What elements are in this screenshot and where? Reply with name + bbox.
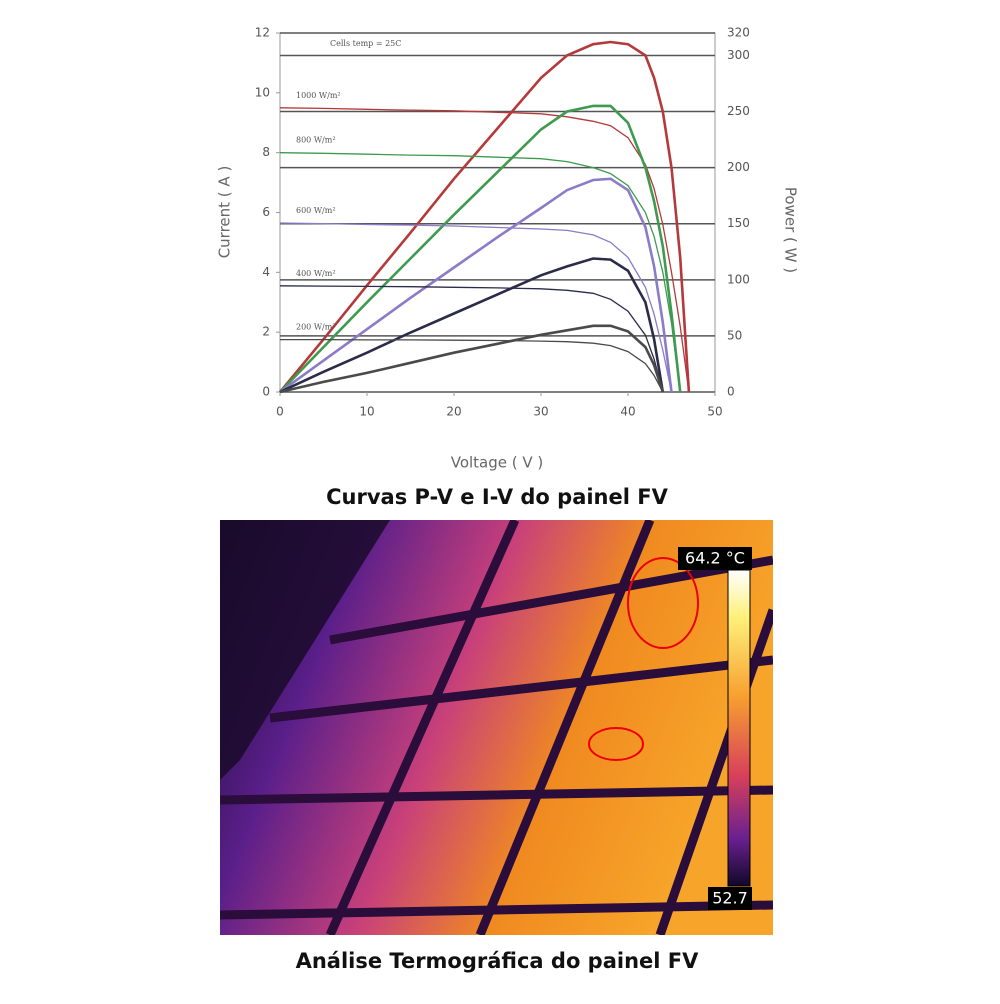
y-tick-label: 10 — [255, 85, 270, 99]
power-line — [279, 324, 665, 394]
x-tick-label: 20 — [446, 405, 461, 419]
plot-area — [279, 32, 716, 393]
y2-tick-label: 50 — [727, 328, 742, 342]
y-tick-label: 8 — [262, 145, 270, 159]
x-tick-label: 10 — [359, 405, 374, 419]
y2-tick-label: 150 — [727, 216, 750, 230]
y2-tick-label: 0 — [727, 385, 735, 399]
series-label: 800 W/m² — [296, 136, 336, 145]
y2-axis-label: Power ( W ) — [782, 187, 800, 273]
color-scale — [727, 569, 751, 887]
x-tick-label: 0 — [276, 405, 284, 419]
y-axis-label: Current ( A ) — [216, 166, 234, 259]
max-temp-label: 64.2 °C — [685, 549, 745, 568]
hotspot-marker — [627, 557, 699, 649]
thermal-dark-corner — [220, 520, 390, 780]
current-line — [280, 338, 664, 393]
series-label: 400 W/m² — [296, 269, 336, 278]
y-tick-label: 0 — [262, 385, 270, 399]
min-label-box — [708, 887, 752, 910]
annotation: Cells temp = 25C — [330, 39, 401, 48]
thermal-caption: Análise Termográfica do painel FV — [296, 949, 700, 973]
x-tick-label: 40 — [620, 405, 635, 419]
power-line — [278, 40, 691, 393]
y2-tick-label: 320 — [727, 26, 750, 40]
power-line — [279, 177, 673, 394]
chart-caption: Curvas P-V e I-V do painel FV — [326, 485, 669, 509]
y2-tick-label: 250 — [727, 104, 750, 118]
y-tick-label: 2 — [262, 325, 270, 339]
x-tick-label: 30 — [533, 405, 548, 419]
y-tick-label: 12 — [255, 26, 270, 40]
y2-tick-label: 200 — [727, 160, 750, 174]
current-line — [279, 222, 673, 393]
series-label: 200 W/m² — [296, 323, 336, 332]
max-label-box — [678, 547, 752, 570]
power-line — [279, 104, 682, 393]
y2-tick-label: 300 — [727, 48, 750, 62]
power-line — [279, 257, 665, 394]
thermal-image: 64.2 °C 52.7 — [220, 520, 773, 935]
current-line — [279, 285, 664, 393]
y2-tick-label: 100 — [727, 272, 750, 286]
min-temp-label: 52.7 — [712, 889, 748, 908]
panel-gaps — [220, 520, 773, 935]
series-label: 1000 W/m² — [296, 91, 341, 100]
current-line — [279, 107, 690, 393]
series-label: 600 W/m² — [296, 206, 336, 215]
y-tick-label: 6 — [262, 205, 270, 219]
x-axis-label: Voltage ( V ) — [451, 454, 544, 472]
x-tick-label: 50 — [707, 405, 722, 419]
y-tick-label: 4 — [262, 265, 270, 279]
current-line — [279, 152, 681, 393]
hotspot-marker — [588, 727, 644, 761]
